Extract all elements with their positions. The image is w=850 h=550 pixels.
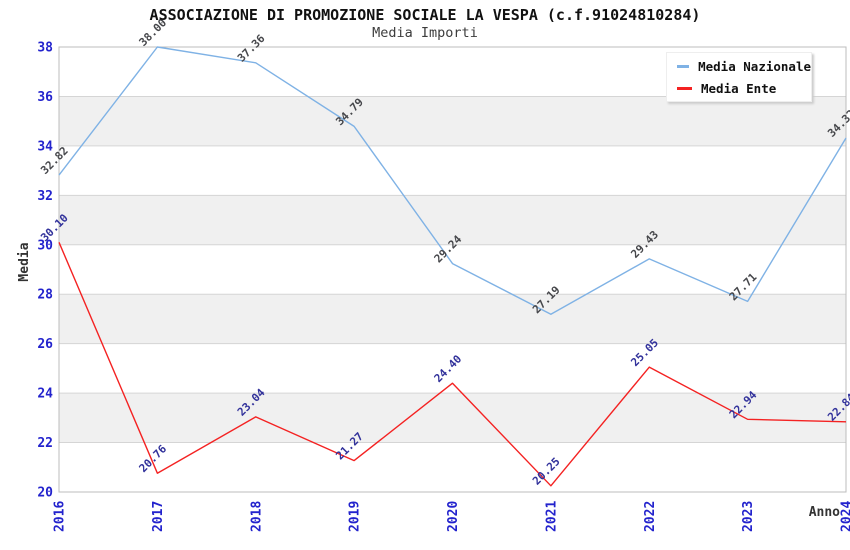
x-tick-label: 2017 bbox=[151, 501, 166, 532]
y-tick-label: 24 bbox=[37, 387, 53, 402]
y-tick-label: 38 bbox=[37, 41, 53, 56]
grid-band bbox=[59, 294, 846, 344]
value-label: 24.40 bbox=[432, 352, 465, 385]
y-tick-label: 30 bbox=[37, 238, 53, 253]
x-axis-title: Anno bbox=[809, 505, 840, 520]
series-line-media-ente bbox=[58, 242, 847, 487]
value-label: 20.25 bbox=[530, 455, 563, 488]
y-axis-title: Media bbox=[17, 242, 32, 281]
value-label: 20.76 bbox=[137, 442, 170, 475]
x-tick-label: 2021 bbox=[544, 501, 559, 532]
y-tick-label: 28 bbox=[37, 288, 53, 303]
y-tick-label: 34 bbox=[37, 139, 53, 154]
x-tick-label: 2023 bbox=[741, 501, 756, 532]
legend-label-media-ente: Media Ente bbox=[701, 80, 777, 96]
legend-item-media-ente: Media Ente bbox=[677, 81, 811, 96]
x-tick-label: 2018 bbox=[249, 501, 264, 532]
y-tick-label: 36 bbox=[37, 90, 53, 105]
y-tick-label: 20 bbox=[37, 486, 53, 501]
legend: Media Nazionale Media Ente bbox=[666, 52, 812, 102]
legend-line-swatch-red bbox=[677, 86, 692, 90]
chart-title: ASSOCIAZIONE DI PROMOZIONE SOCIALE LA VE… bbox=[149, 6, 701, 24]
series-line-media-nazionale bbox=[58, 46, 847, 315]
y-tick-label: 26 bbox=[37, 337, 53, 352]
grid-band bbox=[59, 393, 846, 443]
grid-band bbox=[59, 96, 846, 146]
x-tick-label: 2020 bbox=[446, 501, 461, 532]
legend-item-media-nazionale: Media Nazionale bbox=[677, 59, 811, 74]
grid-band bbox=[59, 195, 846, 245]
x-tick-label: 2022 bbox=[643, 501, 658, 532]
chart-subtitle: Media Importi bbox=[372, 25, 478, 41]
x-tick-label: 2016 bbox=[53, 501, 68, 532]
y-tick-label: 32 bbox=[37, 189, 53, 204]
legend-label-media-nazionale: Media Nazionale bbox=[698, 58, 811, 74]
x-tick-label: 2024 bbox=[840, 501, 850, 532]
plot-border bbox=[58, 46, 847, 493]
x-tick-label: 2019 bbox=[348, 501, 363, 532]
legend-line-swatch-blue bbox=[677, 64, 690, 68]
y-tick-label: 22 bbox=[37, 436, 53, 451]
